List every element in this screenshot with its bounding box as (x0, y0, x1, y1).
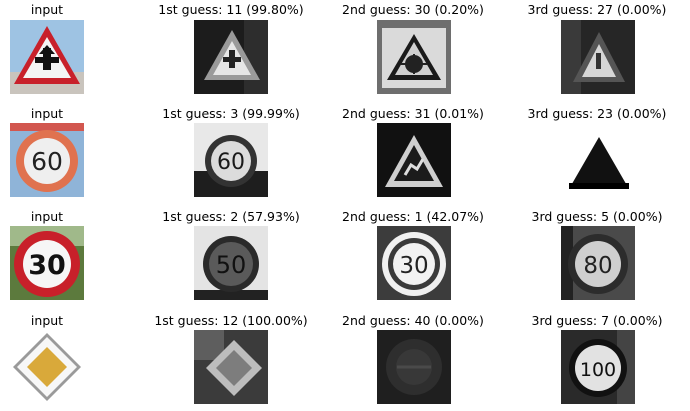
row4-guess3-title: 3rd guess: 7 (0.00%) (532, 314, 663, 328)
row4-guess1-image (194, 330, 268, 404)
row4-input-image (10, 330, 84, 404)
row3-guess3-title: 3rd guess: 5 (0.00%) (532, 210, 663, 224)
row2-guess3-title: 3rd guess: 23 (0.00%) (528, 107, 667, 121)
row3-guess2-title: 2nd guess: 1 (42.07%) (342, 210, 484, 224)
row1-guess1-image (194, 20, 268, 94)
row4-guess3-image: 100 (561, 330, 635, 404)
row1-guess3-image (561, 20, 635, 94)
row1-guess1-title: 1st guess: 11 (99.80%) (158, 3, 303, 17)
row4-guess2-image (377, 330, 451, 404)
row3-guess3-image: 80 (561, 226, 635, 300)
row3-guess1-sign-number: 50 (216, 251, 247, 279)
row2-input-title: input (31, 107, 63, 121)
row3-input-sign-number: 30 (28, 250, 66, 281)
row4-guess2-title: 2nd guess: 40 (0.00%) (342, 314, 484, 328)
row1-guess3-title: 3rd guess: 27 (0.00%) (528, 3, 667, 17)
row4-guess3-sign-number: 100 (580, 359, 616, 381)
row1-guess2-image (377, 20, 451, 94)
row3-guess2-sign-number: 30 (399, 253, 428, 279)
row1-input-image (10, 20, 84, 94)
row1-guess2-title: 2nd guess: 30 (0.20%) (342, 3, 484, 17)
row3-guess3-sign-number: 80 (583, 253, 612, 279)
row2-guess1-title: 1st guess: 3 (99.99%) (162, 107, 299, 121)
row2-input-image: 60 (10, 123, 84, 197)
row4-input-title: input (31, 314, 63, 328)
row4-guess1-title: 1st guess: 12 (100.00%) (154, 314, 307, 328)
row2-guess2-title: 2nd guess: 31 (0.01%) (342, 107, 484, 121)
row1-input-title: input (31, 3, 63, 17)
row3-guess1-title: 1st guess: 2 (57.93%) (162, 210, 299, 224)
row3-input-image: 30 (10, 226, 84, 300)
row2-guess1-sign-number: 60 (217, 150, 245, 175)
row2-guess1-image: 60 (194, 123, 268, 197)
row2-input-sign-number: 60 (31, 147, 63, 176)
row3-guess1-image: 50 (194, 226, 268, 300)
row2-guess2-image (377, 123, 451, 197)
row2-guess3-image (561, 123, 635, 197)
row3-input-title: input (31, 210, 63, 224)
row3-guess2-image: 30 (377, 226, 451, 300)
